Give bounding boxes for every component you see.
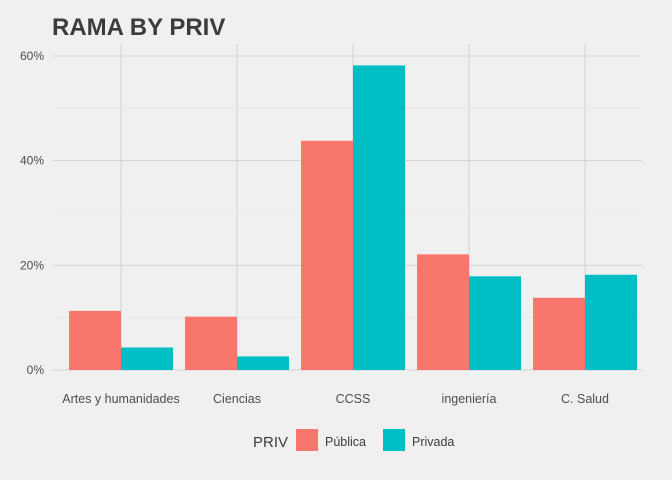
bar-privada [585,274,637,370]
y-tick-label: 60% [20,49,44,63]
bar-privada [469,276,521,370]
x-tick-label: Artes y humanidades [62,392,179,406]
legend-title: PRIV [253,434,288,451]
legend-label: Privada [412,435,454,449]
y-tick-label: 20% [20,258,44,272]
bar-privada [121,347,173,370]
y-tick-label: 40% [20,154,44,168]
bar-publica [185,316,237,370]
bar-publica [533,297,585,370]
bar-publica [69,310,121,370]
x-tick-label: C. Salud [561,392,609,406]
legend-key-privada [383,429,405,451]
bar-privada [237,356,289,370]
bar-publica [417,254,469,370]
y-tick-label: 0% [27,363,45,377]
legend-key-publica [296,429,318,451]
chart-title: RAMA BY PRIV [52,14,226,41]
bar-privada [353,65,405,371]
x-tick-label: CCSS [336,392,371,406]
legend: PRIV Pública Privada [253,429,454,451]
bars [69,65,637,371]
x-tick-label: ingeniería [442,392,497,406]
bar-publica [301,140,353,370]
x-axis-ticks: Artes y humanidades Ciencias CCSS ingenierí… [62,392,609,406]
y-axis-ticks: 0% 20% 40% 60% [20,49,44,377]
legend-label: Pública [325,435,366,449]
x-tick-label: Ciencias [213,392,261,406]
